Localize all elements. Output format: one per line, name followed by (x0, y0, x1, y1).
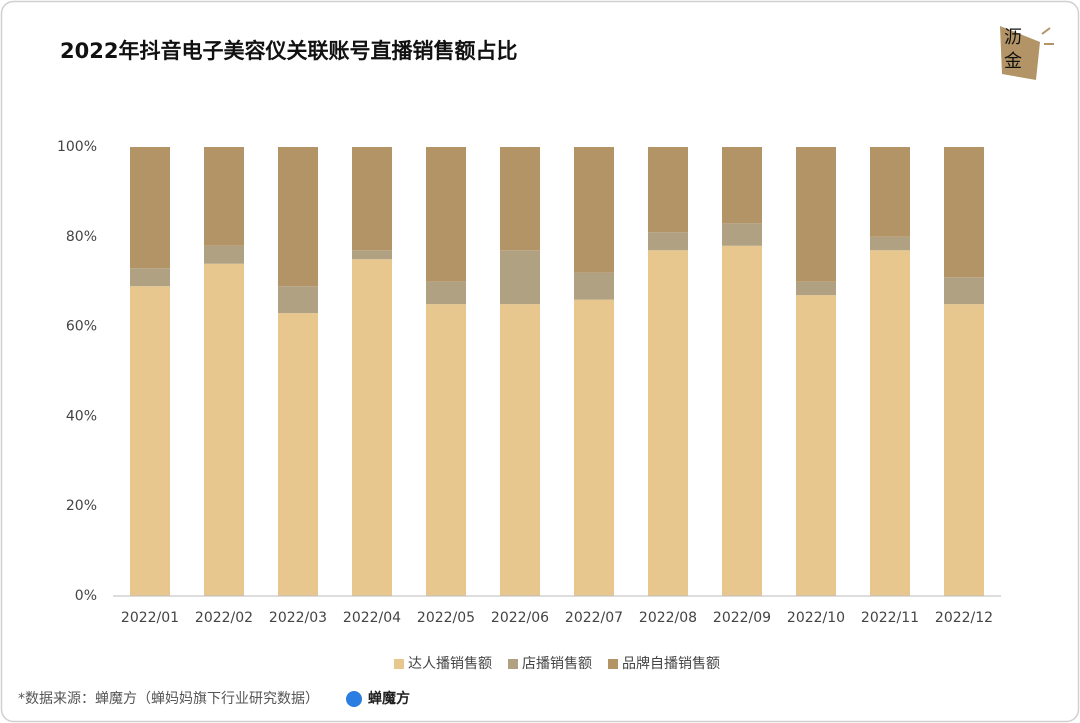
source-logo: 蝉魔方 (346, 690, 410, 707)
bar-segment (278, 313, 318, 596)
y-tick-label: 0% (75, 588, 97, 604)
x-tick-label: 2022/06 (491, 610, 549, 626)
bar-segment (796, 147, 836, 282)
legend-label: 店播销售额 (522, 656, 592, 672)
x-tick-label: 2022/09 (713, 610, 771, 626)
bar-segment (130, 268, 170, 287)
source-note: *数据来源：蝉魔方（蝉妈妈旗下行业研究数据） (18, 691, 319, 707)
logo-text: 沥 (1004, 27, 1022, 48)
bar-segment (944, 277, 984, 305)
bar-segment (648, 250, 688, 596)
legend-label: 达人播销售额 (408, 656, 492, 672)
bar-segment (130, 286, 170, 596)
y-tick-label: 100% (57, 139, 97, 155)
bar-segment (204, 263, 244, 596)
bar-segment (352, 250, 392, 260)
bar-segment (500, 304, 540, 596)
bar-segment (204, 147, 244, 246)
legend-swatch (508, 659, 518, 669)
x-tick-label: 2022/02 (195, 610, 253, 626)
logo-ray (1041, 27, 1051, 35)
y-tick-label: 20% (66, 498, 97, 514)
bar-segment (870, 250, 910, 596)
source-logo-text: 蝉魔方 (368, 690, 410, 707)
bar-segment (796, 281, 836, 296)
x-tick-label: 2022/01 (121, 610, 179, 626)
x-tick-label: 2022/07 (565, 610, 623, 626)
bar-segment (722, 147, 762, 224)
bar-segment (574, 147, 614, 273)
bar-segment (130, 147, 170, 269)
y-tick-label: 60% (66, 319, 97, 335)
bar-segment (796, 295, 836, 596)
bar-segment (722, 223, 762, 246)
bar-segment (722, 245, 762, 596)
bar-segment (648, 232, 688, 251)
bar-segment (574, 272, 614, 300)
bar-segment (352, 147, 392, 251)
x-tick-label: 2022/10 (787, 610, 845, 626)
bar-segment (426, 281, 466, 305)
legend-swatch (608, 659, 618, 669)
source-logo-icon (346, 691, 362, 707)
logo: 沥 金 (1000, 26, 1054, 80)
bar-segment (574, 299, 614, 596)
chart-title: 2022年抖音电子美容仪关联账号直播销售额占比 (60, 39, 517, 63)
x-tick-label: 2022/12 (935, 610, 993, 626)
bar-segment (944, 304, 984, 596)
y-tick-label: 80% (66, 229, 97, 245)
bar-segment (648, 147, 688, 233)
x-tick-label: 2022/03 (269, 610, 327, 626)
bar-segment (426, 147, 466, 282)
bar-segment (278, 147, 318, 287)
bar-segment (500, 147, 540, 251)
y-tick-label: 40% (66, 408, 97, 424)
x-tick-label: 2022/11 (861, 610, 919, 626)
bar-segment (278, 286, 318, 314)
legend-label: 品牌自播销售额 (622, 655, 720, 672)
legend: 达人播销售额 店播销售额 品牌自播销售额 (394, 655, 720, 672)
bar-segment (870, 147, 910, 237)
legend-swatch (394, 659, 404, 669)
bar-segment (352, 259, 392, 596)
x-tick-label: 2022/05 (417, 610, 475, 626)
bar-segment (204, 245, 244, 264)
bar-segment (426, 304, 466, 596)
logo-text: 金 (1004, 51, 1022, 72)
bar-segment (870, 236, 910, 251)
x-tick-label: 2022/08 (639, 610, 697, 626)
bar-segment (944, 147, 984, 278)
x-tick-label: 2022/04 (343, 610, 401, 626)
bar-segment (500, 250, 540, 305)
logo-shape (1000, 26, 1040, 80)
